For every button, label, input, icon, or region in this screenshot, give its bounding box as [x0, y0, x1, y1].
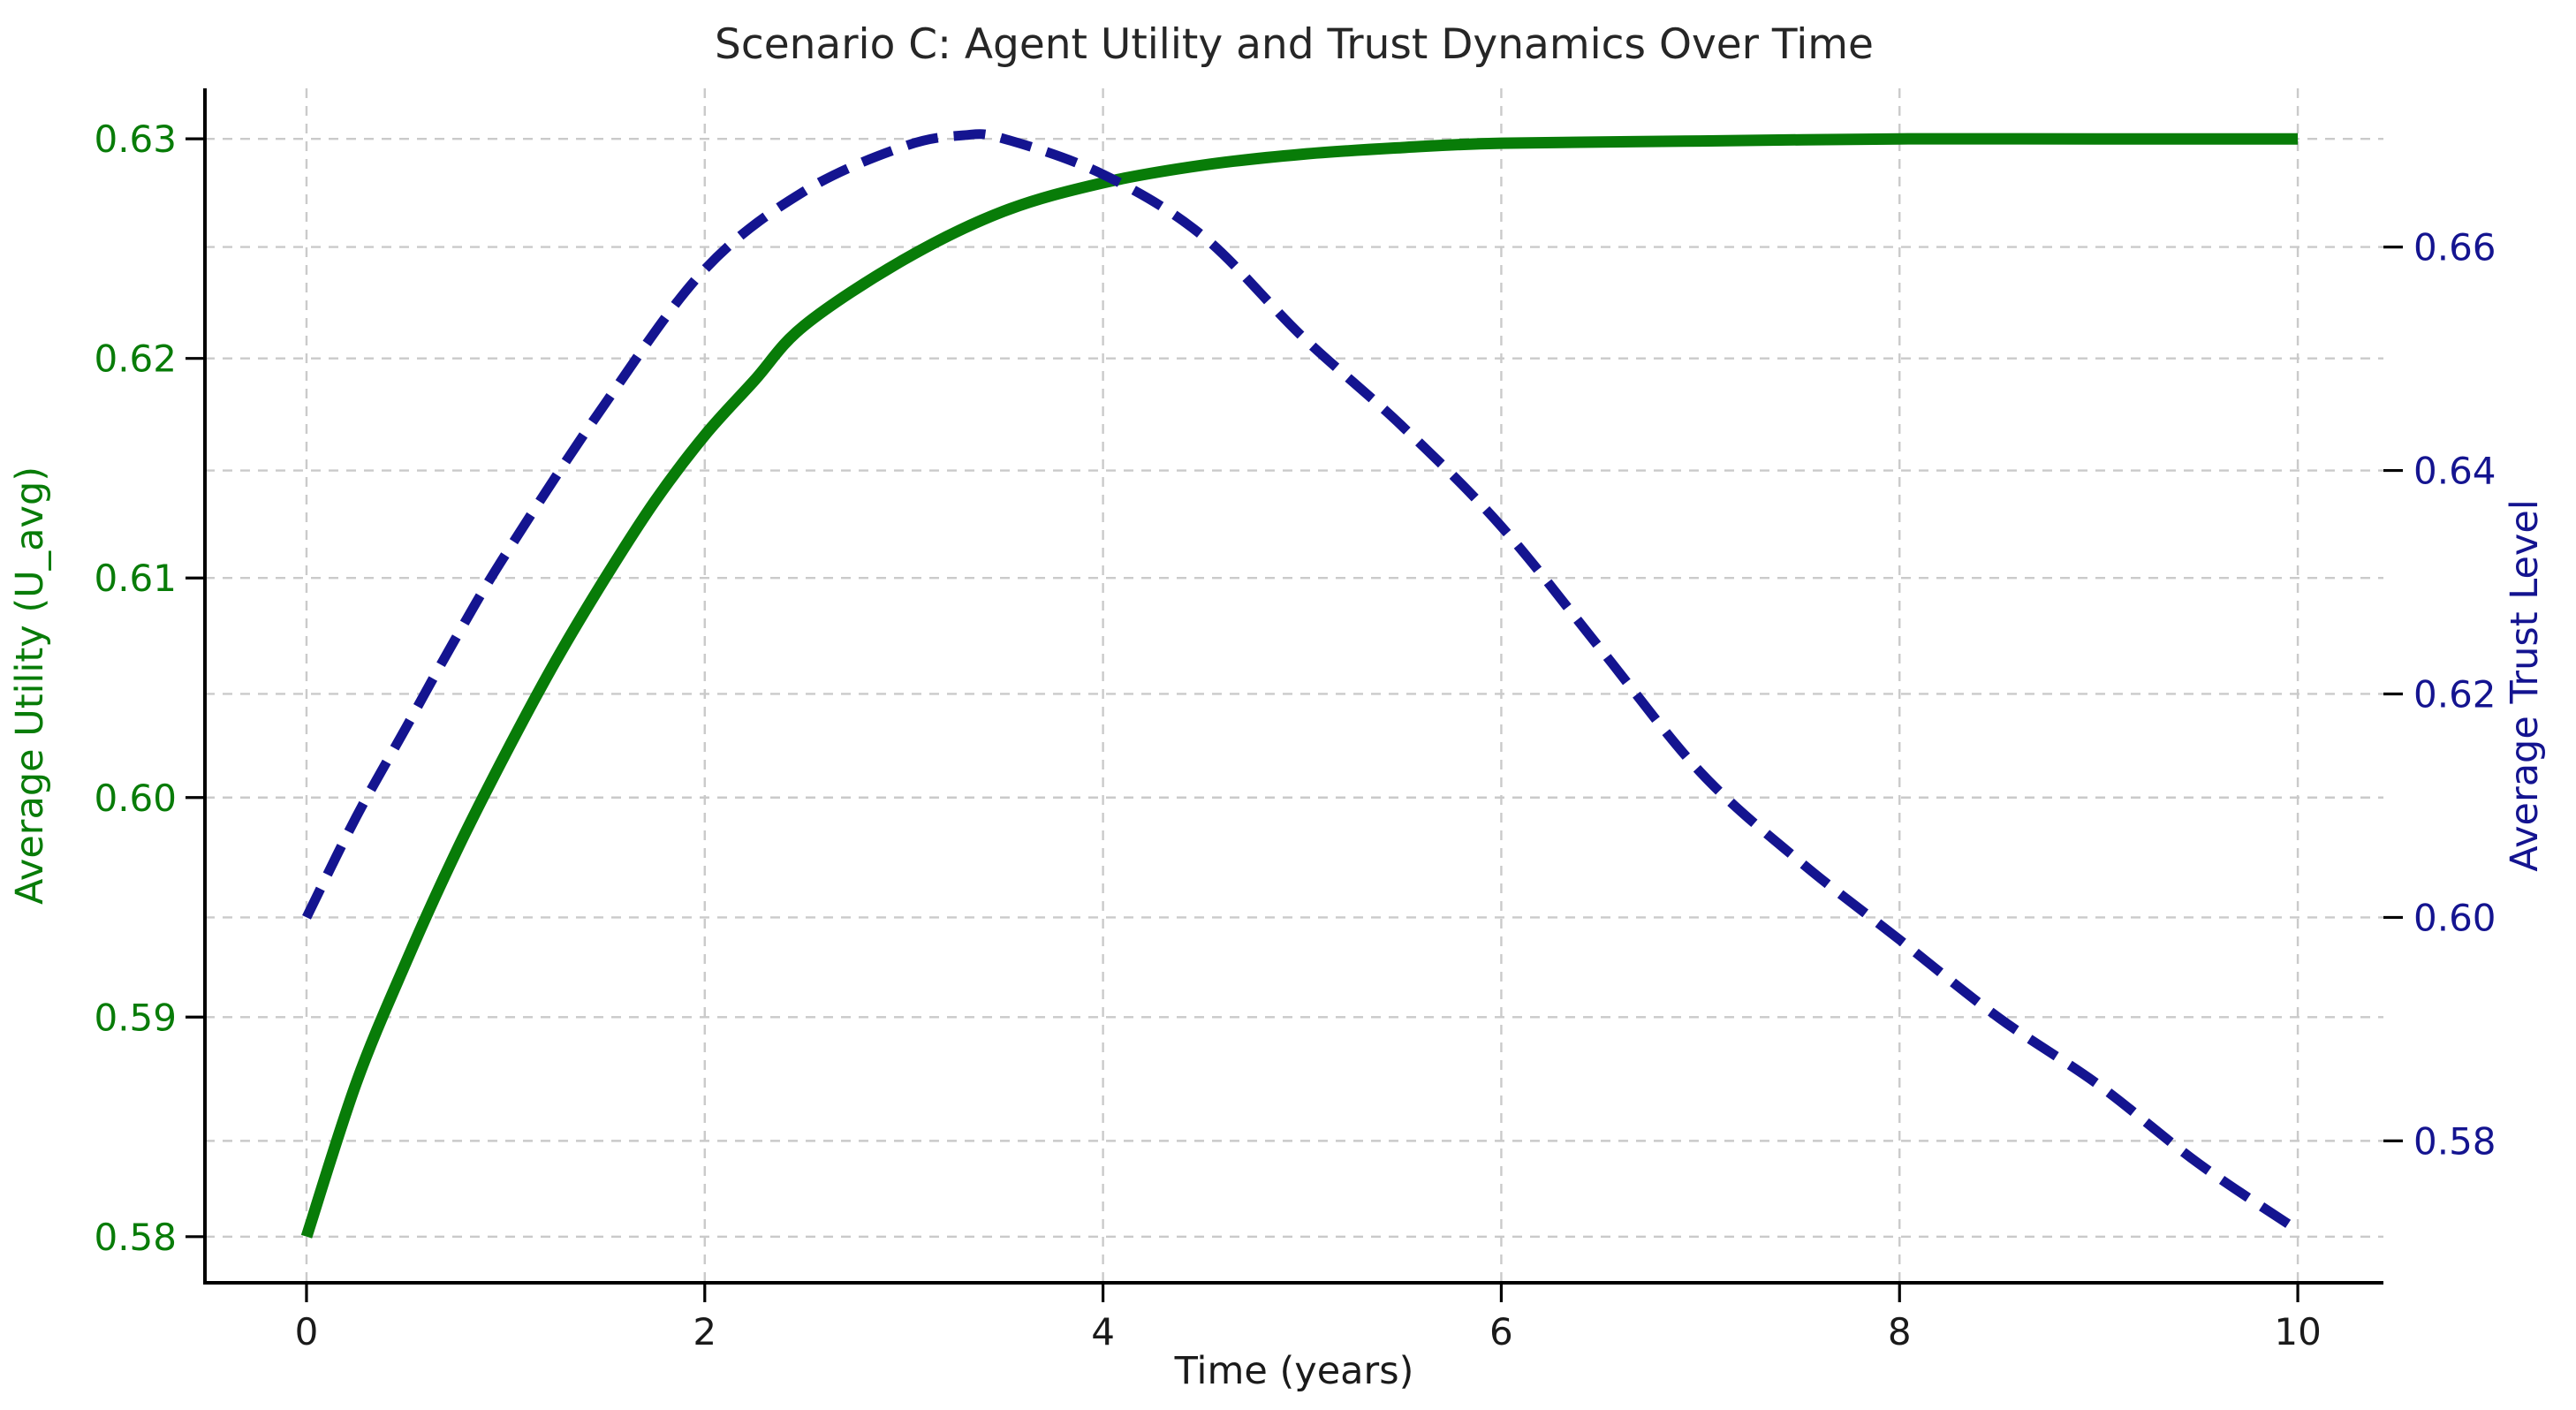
y-right-tick-label: 0.66 — [2413, 226, 2496, 269]
y-right-tick-label: 0.58 — [2413, 1119, 2496, 1163]
y-left-tick-label: 0.59 — [94, 996, 177, 1039]
y-axis-left-label: Average Utility (U_avg) — [8, 466, 52, 905]
y-left-tick-label: 0.60 — [94, 777, 177, 820]
y-right-tick-label: 0.60 — [2413, 896, 2496, 939]
chart-title: Scenario C: Agent Utility and Trust Dyna… — [715, 20, 1874, 69]
x-tick-label: 10 — [2274, 1310, 2321, 1353]
plot-lines — [300, 129, 2301, 1239]
y-axis-right-label: Average Trust Level — [2503, 499, 2547, 872]
x-tick-label: 4 — [1091, 1310, 1115, 1353]
x-tick-label: 0 — [295, 1310, 319, 1353]
y-left-tick-label: 0.63 — [94, 118, 177, 161]
y-left-tick-label: 0.61 — [94, 557, 177, 600]
x-tick-label: 2 — [693, 1310, 716, 1353]
y-right-tick-label: 0.62 — [2413, 672, 2496, 716]
x-axis-label: Time (years) — [1174, 1349, 1414, 1393]
gridlines — [205, 88, 2383, 1283]
utility-line — [300, 133, 2299, 1239]
axes: 0 2 4 6 8 10 0.58 0.59 0.60 0.61 0.62 0.63 0.58 0.60 0… — [94, 88, 2496, 1353]
x-tick-label: 6 — [1489, 1310, 1513, 1353]
y-right-tick-label: 0.64 — [2413, 450, 2496, 493]
trust-line — [302, 129, 2301, 1235]
x-tick-label: 8 — [1888, 1310, 1912, 1353]
y-left-tick-label: 0.58 — [94, 1216, 177, 1259]
y-left-tick-label: 0.62 — [94, 337, 177, 381]
